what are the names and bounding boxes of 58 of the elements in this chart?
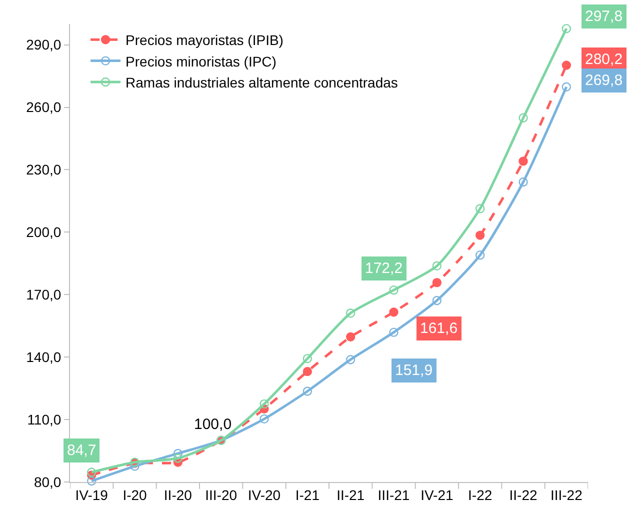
x-tick-label: IV-21 (420, 486, 454, 503)
point (518, 156, 528, 166)
annotation: 100,0 (194, 416, 232, 433)
point (518, 177, 528, 187)
point (260, 399, 269, 409)
point (518, 113, 528, 122)
data-label: 269,8 (585, 72, 623, 89)
y-tick-label: 260,0 (26, 99, 62, 116)
x-tick-label: I-22 (468, 486, 492, 503)
data-label: 84,7 (67, 442, 96, 459)
point (475, 230, 485, 240)
point (475, 204, 485, 214)
point (432, 296, 442, 306)
point (389, 328, 398, 337)
point (86, 476, 96, 486)
data-label: 280,2 (585, 51, 623, 68)
legend-label: Ramas industriales altamente concentradas (126, 74, 398, 90)
point (346, 332, 356, 342)
point (260, 414, 269, 424)
y-tick-label: 200,0 (26, 224, 62, 240)
data-label: 297,8 (585, 8, 623, 25)
point (346, 354, 356, 364)
y-tick-label: 170,0 (26, 286, 62, 303)
point (302, 366, 312, 376)
point (346, 308, 356, 318)
point (173, 454, 183, 463)
x-tick-label: I-21 (295, 486, 320, 503)
legend-label: Precios minoristas (IPC) (126, 53, 276, 70)
x-tick-label: II-21 (336, 486, 365, 503)
point (562, 24, 572, 34)
point (302, 386, 312, 396)
x-tick-label: III-21 (378, 486, 410, 503)
point (562, 82, 572, 92)
x-tick-label: II-20 (164, 486, 192, 503)
x-tick-label: III-22 (550, 486, 583, 503)
data-label: 172,2 (365, 260, 403, 277)
legend-label: Precios mayoristas (IPIB) (126, 32, 284, 48)
x-tick-label: IV-19 (75, 486, 108, 503)
x-tick-label: II-22 (509, 486, 538, 503)
point (562, 60, 572, 70)
point (389, 308, 398, 317)
data-label: 151,9 (395, 362, 433, 379)
y-tick-label: 290,0 (26, 36, 62, 53)
y-tick-label: 230,0 (26, 162, 62, 178)
x-tick-label: I-20 (122, 486, 148, 503)
y-tick-label: 110,0 (27, 411, 62, 428)
x-tick-label: IV-20 (248, 486, 281, 503)
point (302, 354, 312, 364)
point (389, 285, 398, 295)
point (475, 250, 485, 260)
y-tick-label: 140,0 (26, 348, 62, 365)
point (432, 278, 442, 288)
x-tick-label: III-20 (205, 486, 238, 503)
point (86, 468, 96, 477)
y-tick-label: 80,0 (34, 474, 62, 490)
data-label: 161,6 (420, 320, 458, 337)
point (432, 261, 442, 271)
point (173, 448, 183, 458)
